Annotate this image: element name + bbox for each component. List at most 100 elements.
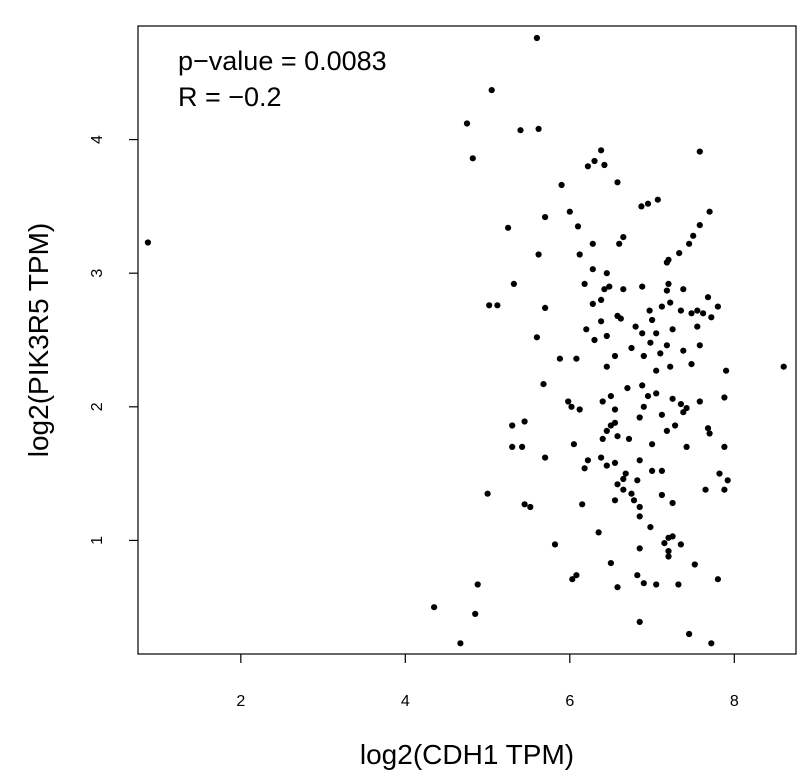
data-point (667, 299, 674, 306)
data-point (474, 581, 481, 588)
data-point (721, 394, 728, 401)
data-point (624, 385, 631, 392)
data-point (644, 200, 652, 207)
data-point (649, 467, 656, 474)
x-axis-title: log2(CDH1 TPM) (360, 739, 574, 770)
data-point (472, 610, 479, 618)
data-point (634, 572, 641, 579)
data-point (611, 406, 619, 413)
data-point (636, 414, 643, 421)
data-point (603, 427, 610, 434)
data-point (636, 513, 643, 520)
data-point (603, 270, 610, 277)
data-point (658, 491, 666, 499)
data-point (565, 398, 572, 405)
data-point (696, 342, 703, 349)
data-point (584, 457, 592, 464)
data-point (640, 352, 647, 360)
data-point (658, 303, 666, 310)
data-point (579, 501, 586, 508)
data-point (591, 157, 598, 165)
data-point (598, 296, 605, 303)
data-point (576, 406, 583, 413)
data-point (696, 398, 703, 405)
data-point (663, 287, 671, 294)
y-tick-label: 1 (89, 536, 106, 545)
data-point (614, 584, 621, 591)
data-point (694, 323, 701, 330)
data-point (677, 541, 685, 548)
data-point (598, 147, 605, 154)
y-axis-title: log2(PIK3R5 TPM) (23, 223, 54, 457)
data-point (677, 401, 685, 408)
x-tick-label: 6 (565, 693, 574, 710)
data-point (573, 572, 580, 579)
data-point (591, 336, 598, 344)
data-point (714, 303, 722, 310)
data-point (576, 251, 583, 258)
data-point (661, 540, 668, 547)
data-point (644, 393, 652, 400)
data-point (639, 330, 646, 337)
data-point (688, 310, 695, 317)
data-point (533, 34, 541, 42)
data-point (551, 541, 559, 548)
x-tick-label: 4 (401, 693, 410, 710)
data-point (614, 433, 621, 440)
data-point (521, 501, 528, 508)
y-tick-label: 2 (89, 402, 106, 411)
data-point (647, 339, 654, 346)
data-point (649, 441, 656, 448)
data-point (640, 580, 647, 587)
data-point (636, 457, 643, 464)
ticks-layer: 2 4 6 8 1 2 3 4 (89, 135, 739, 710)
data-point (620, 234, 627, 241)
data-point (691, 561, 698, 568)
data-point (598, 318, 605, 325)
data-point (630, 497, 638, 504)
data-point (628, 344, 635, 352)
data-point (708, 314, 715, 321)
data-point (639, 382, 646, 389)
data-point (658, 411, 666, 418)
data-point (675, 581, 682, 588)
data-point (780, 363, 787, 370)
data-point (509, 443, 516, 450)
data-point (573, 355, 580, 362)
data-point (683, 405, 690, 412)
data-point (620, 486, 627, 493)
data-point (636, 545, 643, 552)
data-point (683, 443, 690, 450)
data-point (556, 355, 564, 362)
data-point (716, 470, 723, 477)
data-point (535, 251, 542, 258)
data-point (601, 161, 608, 169)
data-point (680, 286, 687, 293)
data-point (696, 148, 703, 155)
data-point (640, 403, 647, 410)
data-point (706, 430, 713, 437)
data-point (663, 259, 671, 266)
data-point (665, 280, 672, 287)
data-point (653, 390, 660, 397)
data-point (574, 223, 582, 230)
data-point (665, 553, 672, 560)
data-point (589, 240, 596, 247)
data-point (700, 310, 707, 317)
data-point (721, 486, 728, 493)
data-point (620, 475, 627, 483)
data-point (702, 486, 709, 493)
data-point (595, 529, 602, 536)
data-point (598, 454, 605, 461)
data-point (584, 163, 592, 170)
data-point (657, 350, 664, 357)
data-point (690, 232, 697, 239)
data-point (542, 214, 549, 221)
plot-frame (137, 25, 797, 655)
y-tick-label: 4 (89, 135, 106, 144)
data-point (611, 459, 619, 466)
data-point (601, 286, 608, 293)
data-point (649, 316, 656, 324)
data-point (542, 304, 549, 311)
